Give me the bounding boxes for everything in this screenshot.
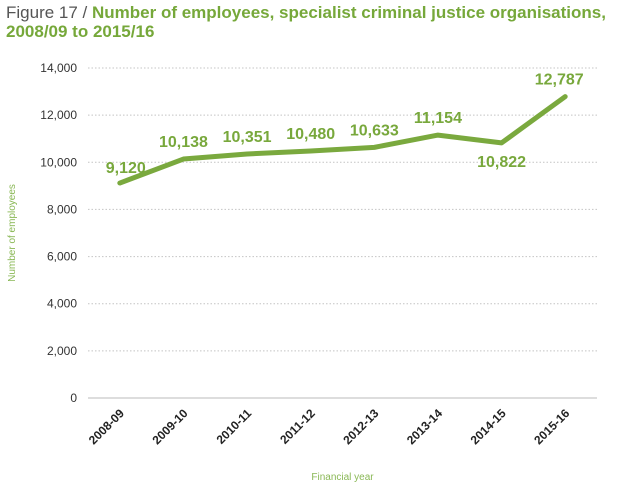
data-label: 12,787 [535,72,584,89]
x-axis-title: Financial year [311,472,374,483]
y-axis-ticks: 0 2,000 4,000 6,000 8,000 10,000 12,000 14,000 [40,61,77,405]
data-label: 11,154 [414,110,462,127]
title-text: Number of employees, specialist criminal… [6,3,606,41]
y-tick-label: 4,000 [47,297,77,311]
y-tick-label: 14,000 [40,61,77,75]
y-tick-label: 6,000 [47,250,77,264]
x-axis-ticks: 2008-09 2009-10 2010-11 2011-12 2012-13 2013-… [86,406,573,447]
data-label: 10,138 [159,134,208,151]
y-tick-label: 8,000 [47,202,77,216]
x-tick-label: 2014-15 [468,406,509,447]
x-tick-label: 2013-14 [404,406,445,447]
y-tick-label: 0 [70,391,77,405]
chart-title: Figure 17 / Number of employees, special… [6,3,606,41]
series-line [117,94,568,186]
data-label: 10,633 [350,122,399,139]
data-labels: 9,120 10,138 10,351 10,480 10,633 11,154 10,82… [106,72,584,177]
x-tick-label: 2011-12 [277,406,318,447]
y-tick-label: 10,000 [40,155,77,169]
data-label: 10,822 [477,154,526,171]
x-tick-label: 2012-13 [340,406,381,447]
y-tick-label: 12,000 [40,108,77,122]
figure-number: Figure 17 / [6,3,92,22]
data-label: 10,480 [286,126,335,143]
y-tick-label: 2,000 [47,344,77,358]
gridlines [88,67,597,399]
x-tick-label: 2009-10 [150,406,191,447]
x-tick-label: 2008-09 [86,406,127,447]
x-tick-label: 2010-11 [214,406,255,447]
y-axis-title: Number of employees [7,184,18,282]
data-label: 9,120 [106,160,146,177]
data-label: 10,351 [223,129,272,146]
x-tick-label: 2015-16 [531,406,572,447]
